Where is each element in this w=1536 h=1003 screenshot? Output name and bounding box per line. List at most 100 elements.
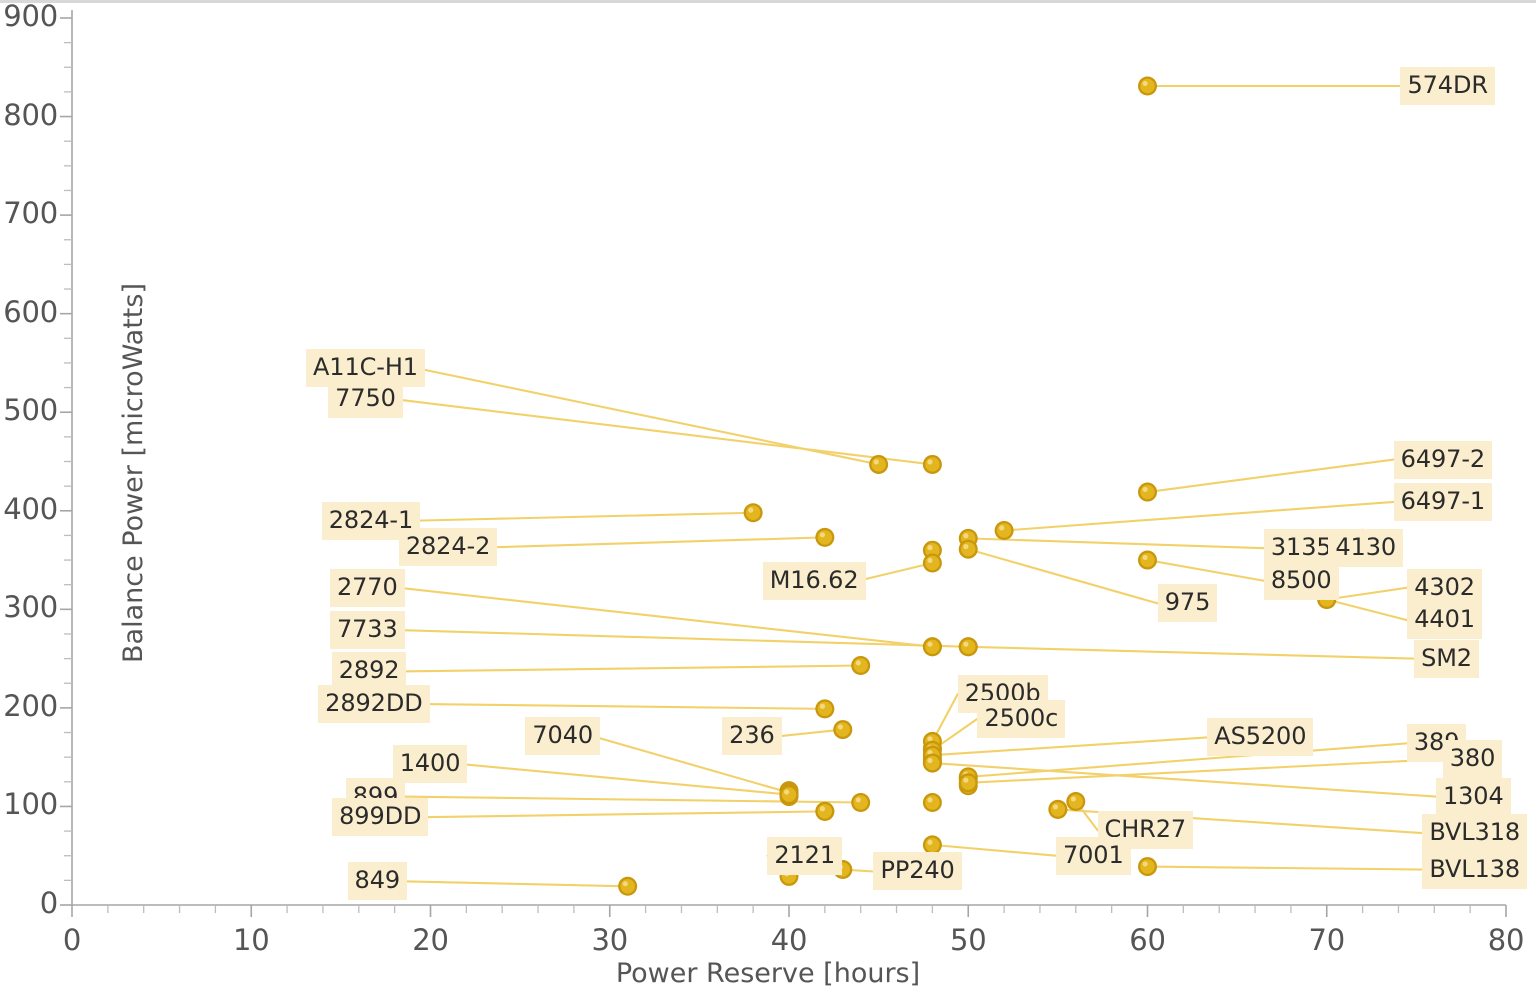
x-axis-tick-label: 10	[232, 923, 270, 957]
data-point-inner	[1140, 484, 1155, 500]
data-point-inner	[620, 879, 635, 894]
leader-line	[931, 736, 1209, 757]
data-point-inner	[996, 523, 1012, 538]
x-axis-tick-label: 60	[1129, 923, 1166, 957]
point-label: 8500	[1263, 561, 1339, 600]
point-label: 7750	[328, 380, 403, 419]
data-point-highlight	[963, 777, 969, 783]
point-label: 2824-2	[398, 528, 498, 567]
y-axis-tick-label: 900	[3, 0, 58, 33]
point-label: BVL138	[1422, 850, 1528, 889]
leader-line	[412, 702, 826, 710]
point-label: PP240	[873, 852, 962, 891]
y-axis-tick-label: 600	[3, 294, 58, 329]
data-point-highlight	[927, 459, 933, 465]
data-point-inner	[925, 837, 940, 853]
data-point-highlight	[1142, 554, 1148, 561]
data-point-highlight	[927, 545, 933, 551]
leader-line	[967, 645, 1416, 660]
plot-area	[60, 10, 1507, 917]
leader-line	[395, 398, 934, 466]
data-point-inner	[871, 457, 886, 472]
point-label: 2500c	[977, 699, 1066, 738]
y-axis-title: Balance Power [microWatts]	[118, 283, 149, 663]
data-point-inner	[745, 505, 761, 520]
x-axis-tick-label: 70	[1308, 923, 1345, 957]
data-point-inner	[1068, 794, 1084, 809]
point-label: AS5200	[1207, 718, 1314, 757]
point-label: 3135	[1263, 529, 1339, 568]
data-point-highlight	[927, 736, 933, 742]
data-point-highlight	[999, 525, 1005, 531]
leader-line	[1146, 559, 1265, 582]
point-label: 7733	[329, 611, 405, 650]
x-axis-title: Power Reserve [hours]	[615, 958, 921, 989]
data-point-highlight	[837, 724, 843, 730]
point-label: 849	[347, 862, 408, 901]
leader-line	[460, 763, 791, 796]
point-label: 2121	[767, 836, 843, 875]
data-point-inner	[925, 555, 940, 571]
data-point-highlight	[963, 544, 969, 550]
leader-line	[1003, 500, 1395, 532]
data-point-inner	[961, 639, 976, 654]
y-axis-tick-label: 300	[3, 590, 58, 625]
point-label: BVL318	[1422, 814, 1528, 853]
point-label: M16.62	[762, 561, 866, 600]
leader-line	[1146, 458, 1395, 494]
point-label: 1400	[392, 745, 468, 784]
point-label: 975	[1157, 584, 1218, 623]
point-label: 4401	[1407, 601, 1482, 640]
data-point-inner	[925, 795, 940, 810]
data-point-highlight	[819, 532, 826, 538]
leader-line	[967, 758, 1444, 784]
y-axis-tick-label: 100	[3, 787, 58, 822]
x-axis-tick-label: 80	[1487, 923, 1525, 957]
data-point-highlight	[1142, 486, 1148, 493]
leader-line	[592, 735, 791, 794]
leader-line	[1146, 865, 1424, 871]
data-point-highlight	[622, 881, 628, 887]
point-label: 899DD	[332, 798, 429, 837]
data-point-inner	[961, 542, 976, 557]
y-axis-tick-label: 0	[39, 886, 58, 920]
data-point-inner	[961, 775, 976, 790]
leader-line	[1325, 586, 1409, 601]
x-axis-tick-label: 40	[770, 923, 808, 957]
point-label: 2770	[329, 568, 405, 607]
data-point-inner	[925, 755, 940, 771]
x-axis-tick-label: 30	[591, 923, 628, 957]
point-label: 380	[1442, 740, 1503, 779]
point-label: 7001	[1055, 836, 1131, 875]
leader-line	[775, 728, 844, 738]
data-point-inner	[1140, 859, 1155, 874]
leader-line	[397, 586, 934, 648]
data-point-highlight	[927, 641, 933, 647]
data-point-inner	[853, 795, 868, 810]
data-point-inner	[835, 722, 850, 737]
data-point-inner	[925, 639, 940, 654]
data-point-highlight	[927, 797, 933, 803]
data-point-highlight	[873, 459, 879, 465]
point-label: SM2	[1414, 639, 1479, 678]
y-axis-tick-label: 500	[3, 393, 58, 428]
data-point-highlight	[1052, 804, 1059, 810]
leader-line	[493, 536, 826, 549]
point-label: 574DR	[1400, 67, 1495, 105]
data-point-highlight	[784, 789, 790, 795]
y-axis-tick-label: 400	[3, 491, 58, 526]
data-point-highlight	[927, 839, 933, 845]
leader-line	[397, 628, 970, 648]
data-point-inner	[817, 701, 833, 717]
data-point-inner	[853, 658, 868, 673]
leader-line	[416, 511, 755, 522]
data-point-highlight	[855, 797, 861, 803]
data-point-inner	[781, 787, 797, 802]
point-label: 6497-2	[1393, 440, 1493, 479]
data-point-highlight	[855, 660, 861, 666]
point-label: 4130	[1328, 529, 1404, 568]
point-label: 4302	[1407, 568, 1482, 607]
data-point-highlight	[963, 533, 969, 539]
leader-line	[401, 880, 629, 888]
